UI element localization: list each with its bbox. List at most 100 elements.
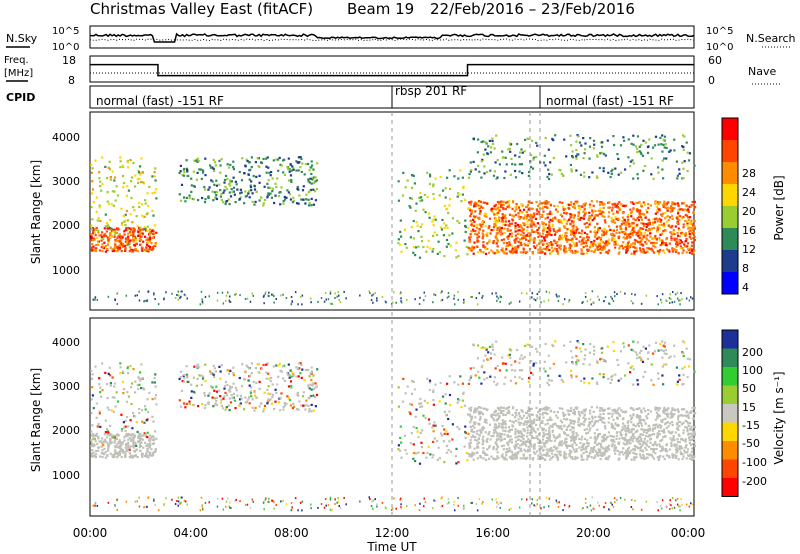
velocity-cell <box>309 372 312 375</box>
velocity-cell <box>488 423 492 426</box>
velocity-cell <box>127 425 130 428</box>
velocity-cell <box>106 430 110 433</box>
power-cell <box>133 244 137 247</box>
velocity-cell <box>522 422 526 425</box>
power-cell <box>470 249 473 252</box>
velocity-cell <box>490 455 493 458</box>
power-cell <box>397 180 400 183</box>
power-cell <box>595 175 598 178</box>
velocity-cell <box>523 448 526 451</box>
velocity-cell <box>219 401 222 404</box>
velocity-cell <box>618 414 621 417</box>
power-cell <box>323 300 326 303</box>
power-cell <box>589 243 592 246</box>
power-cell <box>246 160 249 163</box>
power-cell <box>283 173 286 176</box>
power-cell <box>236 188 239 191</box>
power-cell <box>525 238 528 241</box>
velocity-cell <box>551 429 554 432</box>
power-cell <box>572 226 575 229</box>
power-cell <box>459 169 462 172</box>
power-cell <box>501 219 504 222</box>
velocity-cell <box>556 424 559 428</box>
velocity-cell <box>588 429 591 432</box>
velocity-cell <box>537 457 540 460</box>
power-cell <box>483 165 486 168</box>
power-cell <box>562 303 564 306</box>
velocity-cell <box>254 367 257 370</box>
power-cell <box>325 298 327 301</box>
power-cell <box>152 214 155 217</box>
velocity-cell <box>412 425 415 429</box>
power-cell <box>273 201 276 205</box>
velocity-cell <box>94 456 97 459</box>
velocity-cell <box>448 440 451 443</box>
power-cell <box>583 171 586 174</box>
velocity-cell <box>659 450 662 453</box>
velocity-cell <box>514 452 518 455</box>
power-cell <box>663 200 666 203</box>
velocity-cell <box>568 444 571 447</box>
power-cell <box>138 290 140 293</box>
power-cell <box>548 173 551 176</box>
power-cell <box>257 165 260 168</box>
power-cell <box>568 299 571 302</box>
power-cell <box>314 199 317 202</box>
velocity-cell <box>274 400 277 403</box>
power-cell <box>338 294 340 297</box>
power-cell <box>214 164 217 167</box>
velocity-cell <box>521 435 524 438</box>
velocity-cell <box>138 440 141 443</box>
power-cell <box>472 218 475 221</box>
velocity-cell <box>691 435 694 438</box>
velocity-cell <box>611 442 614 445</box>
velocity-cell <box>441 395 445 398</box>
velocity-cell <box>624 443 627 446</box>
power-cell <box>116 250 119 253</box>
velocity-cell <box>95 449 98 453</box>
velocity-cell <box>551 430 554 433</box>
power-cell <box>491 137 494 140</box>
power-cell <box>494 222 497 225</box>
velocity-cell <box>533 418 536 421</box>
power-cell <box>608 302 610 305</box>
power-cell <box>118 240 121 243</box>
velocity-cell <box>134 454 137 457</box>
power-cell <box>551 217 555 220</box>
power-cell <box>121 174 125 178</box>
power-cell <box>508 250 511 253</box>
power-cell <box>537 232 540 235</box>
power-cell <box>185 167 188 170</box>
power-cell <box>414 254 417 257</box>
power-cell <box>182 169 185 172</box>
velocity-cell <box>660 425 663 428</box>
power-cell <box>622 204 626 207</box>
power-cell <box>113 249 116 252</box>
power-cell <box>526 229 529 232</box>
velocity-cell <box>417 436 420 439</box>
velocity-cell <box>526 432 529 435</box>
power-cell <box>104 250 107 253</box>
velocity-cell <box>212 405 215 408</box>
velocity-cell <box>197 405 200 408</box>
power-cell <box>474 168 477 171</box>
power-cell <box>516 237 519 240</box>
power-cell <box>569 233 573 236</box>
power-cell <box>597 236 600 239</box>
power-cell <box>147 241 150 244</box>
power-cell <box>101 183 104 186</box>
power-cell <box>412 246 416 249</box>
velocity-cell <box>575 432 578 435</box>
velocity-cell <box>640 433 643 436</box>
velocity-cell <box>558 444 561 447</box>
power-cell <box>125 194 129 197</box>
velocity-cell <box>504 429 507 433</box>
power-cell <box>410 186 414 189</box>
velocity-cell <box>271 383 274 386</box>
power-cell <box>292 167 295 170</box>
power-cell <box>489 169 492 172</box>
power-cell <box>541 223 544 226</box>
power-cell <box>638 150 641 153</box>
velocity-cell <box>277 375 280 378</box>
power-cell <box>619 245 622 248</box>
